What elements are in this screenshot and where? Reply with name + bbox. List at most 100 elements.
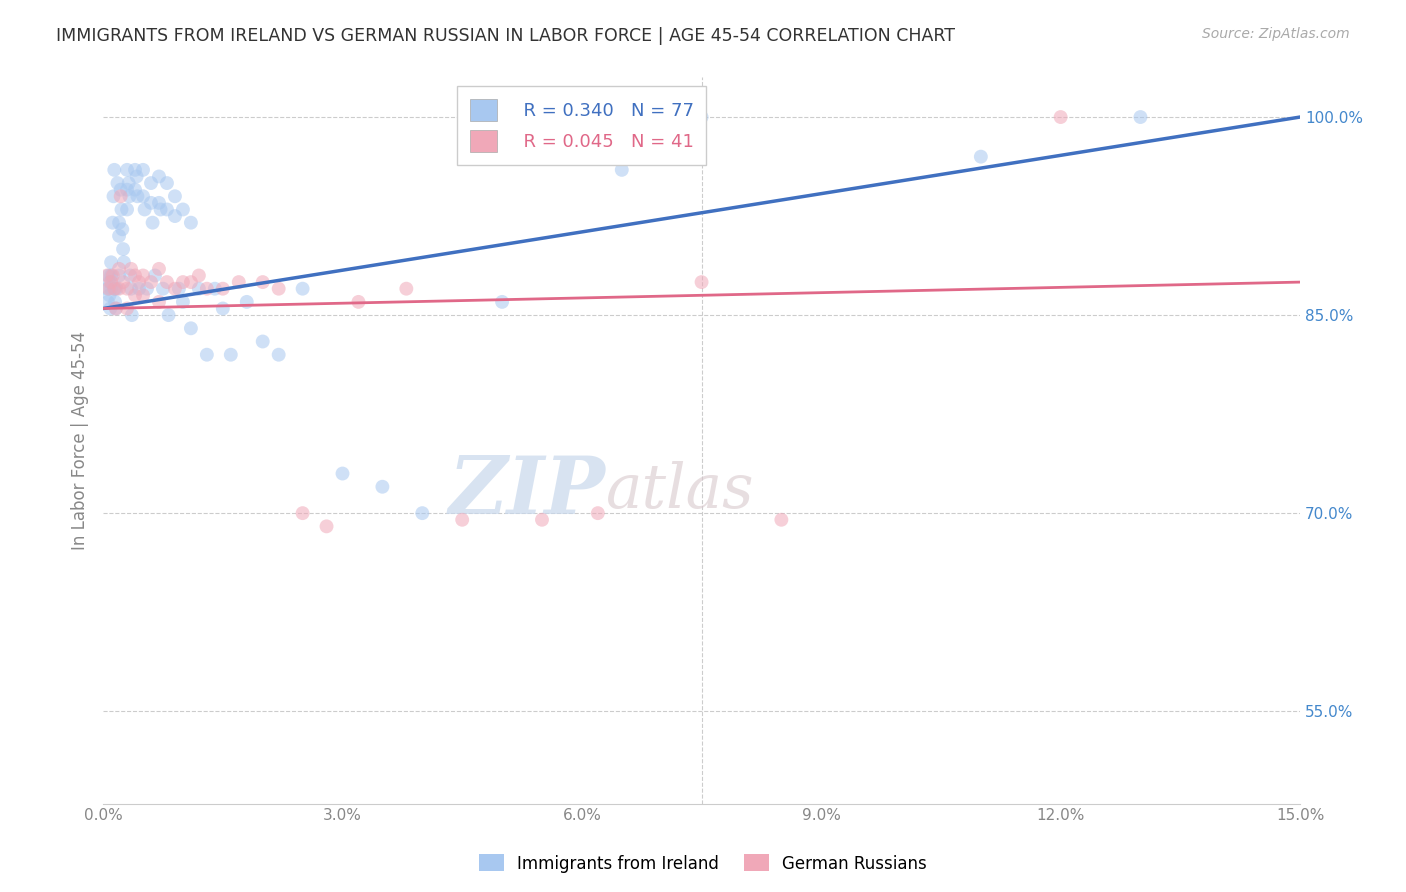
Point [118, 176, 141, 190]
Point [252, 334, 274, 349]
Point [142, 216, 165, 230]
Point [172, 202, 194, 217]
Point [148, 294, 170, 309]
Point [143, 268, 166, 283]
Point [132, 288, 155, 302]
Point [180, 321, 202, 335]
Y-axis label: In Labor Force | Age 45-54: In Labor Force | Age 45-54 [72, 331, 89, 550]
Point [347, 294, 370, 309]
Point [187, 282, 209, 296]
Legend:   R = 0.340   N = 77,   R = 0.045   N = 41: R = 0.340 N = 77, R = 0.045 N = 41 [457, 87, 706, 165]
Point [491, 294, 513, 309]
Point [586, 506, 609, 520]
Point [98, 288, 121, 302]
Point [97, 268, 120, 283]
Point [112, 242, 135, 256]
Point [128, 275, 150, 289]
Point [104, 282, 127, 296]
Point [124, 162, 146, 177]
Point [211, 301, 233, 316]
Point [148, 261, 170, 276]
Point [115, 282, 138, 296]
Point [236, 294, 259, 309]
Point [124, 288, 146, 302]
Point [152, 282, 174, 296]
Point [98, 301, 121, 316]
Point [127, 189, 149, 203]
Point [100, 255, 122, 269]
Point [228, 275, 250, 289]
Point [97, 294, 120, 309]
Point [219, 348, 242, 362]
Point [124, 183, 146, 197]
Point [103, 162, 125, 177]
Point [1049, 110, 1071, 124]
Point [120, 282, 142, 296]
Point [132, 189, 155, 203]
Point [96, 282, 118, 296]
Point [101, 216, 124, 230]
Point [112, 275, 135, 289]
Point [172, 275, 194, 289]
Point [291, 282, 314, 296]
Point [134, 202, 156, 217]
Point [104, 294, 127, 309]
Point [187, 268, 209, 283]
Point [96, 268, 118, 283]
Point [112, 255, 135, 269]
Point [108, 268, 131, 283]
Point [100, 282, 122, 296]
Point [195, 282, 218, 296]
Point [118, 189, 141, 203]
Text: Source: ZipAtlas.com: Source: ZipAtlas.com [1202, 27, 1350, 41]
Point [103, 282, 125, 296]
Point [139, 195, 162, 210]
Text: atlas: atlas [606, 461, 755, 521]
Point [128, 282, 150, 296]
Point [107, 176, 129, 190]
Point [132, 268, 155, 283]
Point [132, 162, 155, 177]
Point [156, 176, 179, 190]
Point [157, 308, 180, 322]
Point [156, 202, 179, 217]
Point [115, 162, 138, 177]
Point [163, 282, 186, 296]
Point [690, 275, 713, 289]
Point [451, 513, 474, 527]
Point [120, 268, 142, 283]
Point [101, 268, 124, 283]
Point [108, 228, 131, 243]
Point [970, 150, 993, 164]
Point [120, 261, 142, 276]
Point [371, 480, 394, 494]
Point [108, 282, 131, 296]
Point [252, 275, 274, 289]
Text: IMMIGRANTS FROM IRELAND VS GERMAN RUSSIAN IN LABOR FORCE | AGE 45-54 CORRELATION: IMMIGRANTS FROM IRELAND VS GERMAN RUSSIA… [56, 27, 955, 45]
Point [136, 282, 159, 296]
Point [110, 183, 132, 197]
Point [139, 176, 162, 190]
Point [97, 282, 120, 296]
Point [149, 202, 172, 217]
Point [163, 189, 186, 203]
Point [110, 202, 132, 217]
Point [139, 275, 162, 289]
Point [115, 183, 138, 197]
Text: ZIP: ZIP [449, 452, 606, 530]
Point [104, 301, 127, 316]
Point [148, 169, 170, 184]
Point [163, 209, 186, 223]
Point [98, 275, 121, 289]
Point [1129, 110, 1152, 124]
Point [395, 282, 418, 296]
Point [111, 222, 134, 236]
Point [195, 348, 218, 362]
Point [211, 282, 233, 296]
Point [124, 268, 146, 283]
Point [115, 202, 138, 217]
Point [125, 169, 148, 184]
Point [108, 261, 131, 276]
Point [156, 275, 179, 289]
Point [105, 282, 128, 296]
